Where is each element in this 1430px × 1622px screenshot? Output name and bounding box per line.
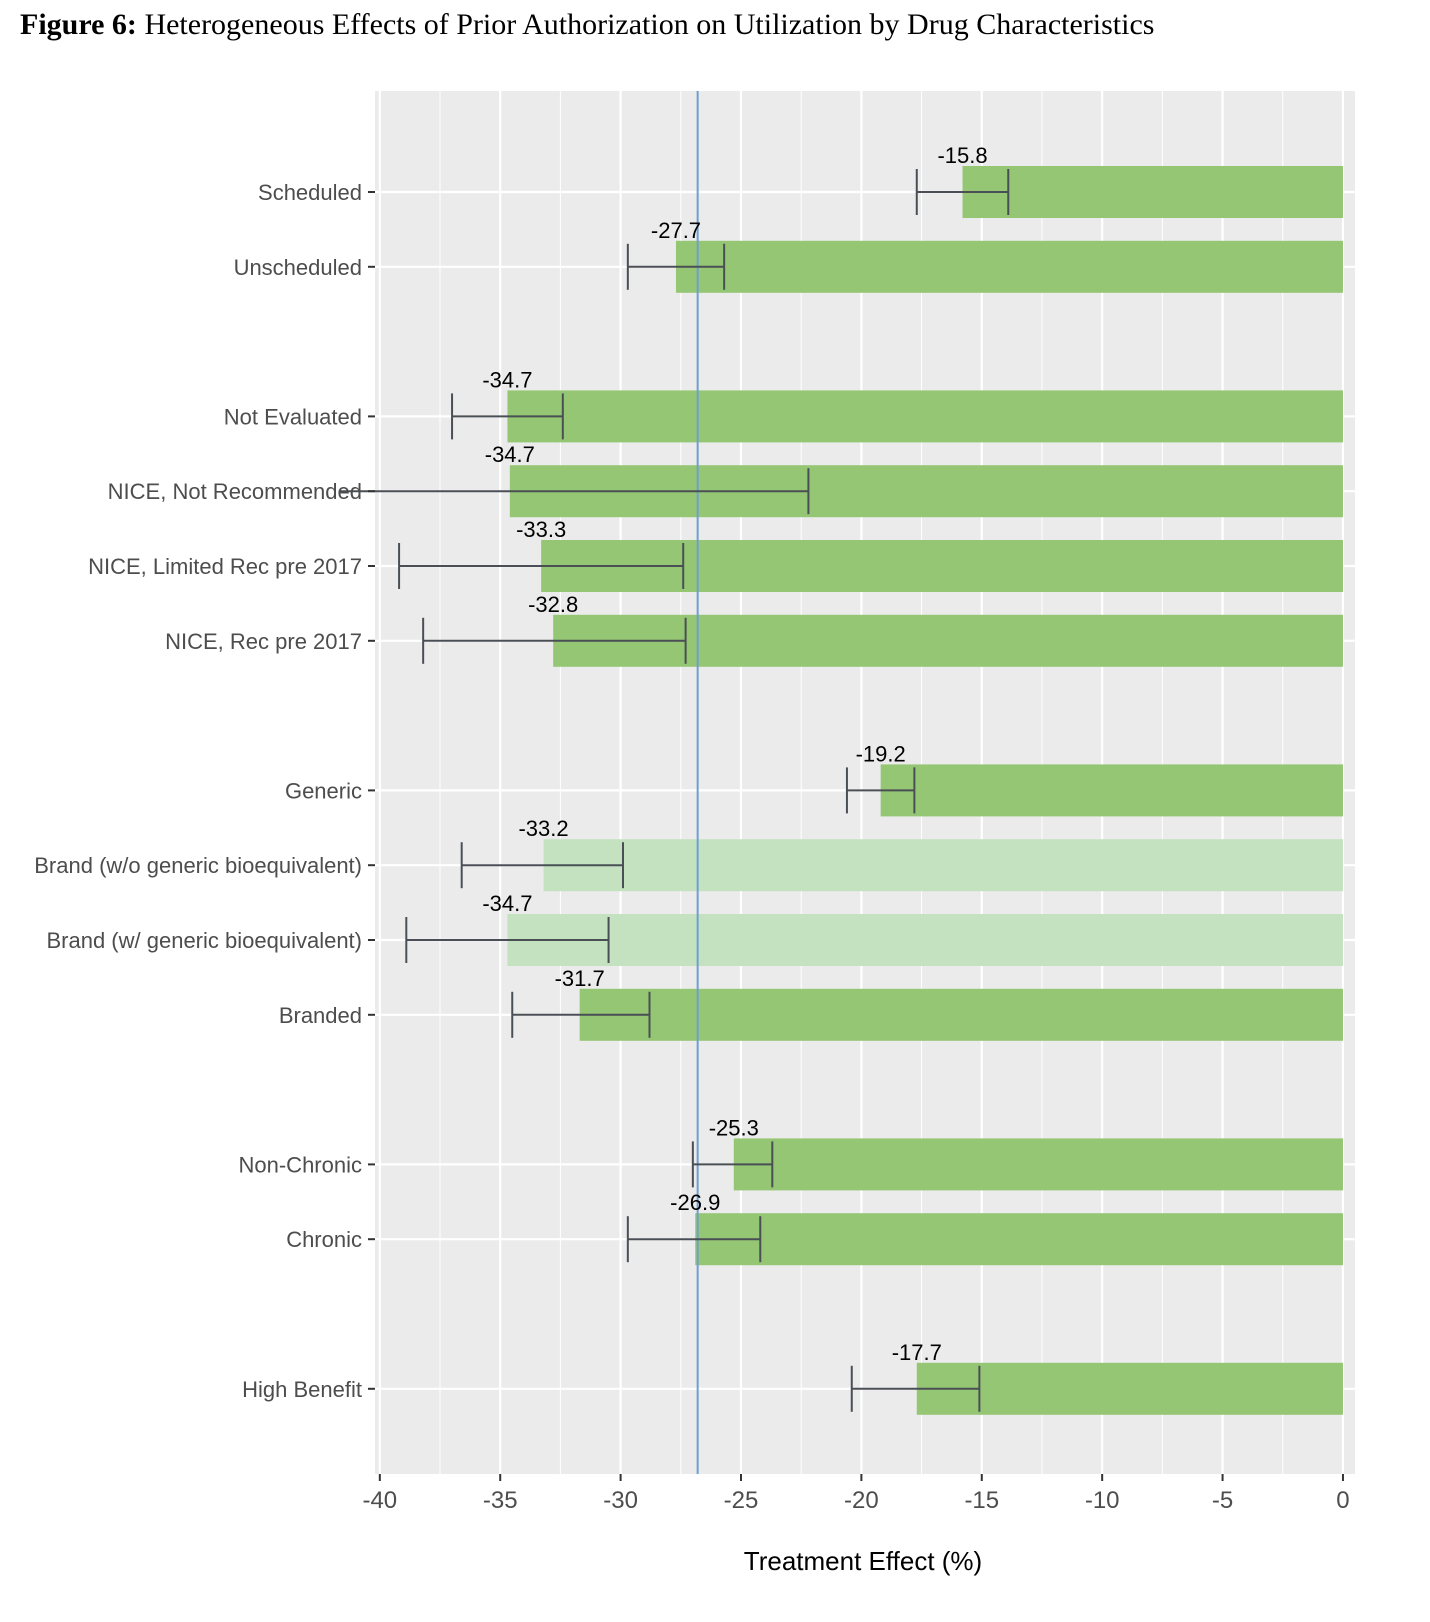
x-tick-label: -30 xyxy=(603,1487,638,1514)
x-tick-label: -40 xyxy=(362,1487,397,1514)
category-label: Unscheduled xyxy=(234,255,362,280)
x-tick-label: -5 xyxy=(1212,1487,1233,1514)
x-tick-label: -35 xyxy=(483,1487,518,1514)
category-label: Brand (w/ generic bioequivalent) xyxy=(46,928,362,953)
x-tick-label: -10 xyxy=(1085,1487,1120,1514)
value-label: -34.7 xyxy=(482,367,532,392)
x-axis-title: Treatment Effect (%) xyxy=(744,1546,982,1576)
bar xyxy=(695,1213,1343,1266)
x-tick-label: 0 xyxy=(1336,1487,1349,1514)
value-label: -25.3 xyxy=(709,1115,759,1140)
bar xyxy=(962,166,1343,218)
bar xyxy=(507,390,1343,443)
y-axis: Scheduled Unscheduled Not Evaluated NICE, N… xyxy=(34,180,375,1402)
category-label: NICE, Not Recommended xyxy=(108,479,362,504)
category-label: Generic xyxy=(285,778,362,803)
category-label: Brand (w/o generic bioequivalent) xyxy=(34,853,362,878)
category-label: Not Evaluated xyxy=(224,404,362,429)
value-label: -27.7 xyxy=(651,218,701,243)
figure-title: Figure 6: Heterogeneous Effects of Prior… xyxy=(20,8,1420,42)
category-label: Branded xyxy=(279,1003,362,1028)
figure-label: Figure 6: xyxy=(20,8,137,41)
category-label: Scheduled xyxy=(258,180,362,205)
value-labels-layer: -15.8 -27.7 -34.7 -34.7 -33.3 -32.8 -19.2 -33.2… xyxy=(482,143,987,1365)
x-axis: -40 -35 -30 -25 -20 -15 -10 -5 0 xyxy=(362,1474,1350,1514)
bar xyxy=(733,1138,1343,1191)
value-label: -33.3 xyxy=(516,517,566,542)
bar xyxy=(880,764,1343,817)
bar xyxy=(916,1362,1343,1415)
value-label: -26.9 xyxy=(670,1190,720,1215)
x-tick-label: -25 xyxy=(724,1487,759,1514)
x-tick-label: -20 xyxy=(844,1487,879,1514)
value-label: -31.7 xyxy=(555,966,605,991)
category-label: NICE, Limited Rec pre 2017 xyxy=(88,554,362,579)
value-label: -32.8 xyxy=(528,592,578,617)
value-label: -33.2 xyxy=(518,816,568,841)
x-tick-label: -15 xyxy=(964,1487,999,1514)
value-label: -34.7 xyxy=(485,442,535,467)
value-label: -15.8 xyxy=(937,143,987,168)
value-label: -34.7 xyxy=(482,891,532,916)
value-label: -17.7 xyxy=(892,1340,942,1365)
figure-title-text: Heterogeneous Effects of Prior Authoriza… xyxy=(144,8,1155,41)
bar xyxy=(543,839,1343,892)
value-label: -19.2 xyxy=(856,741,906,766)
bar xyxy=(579,988,1343,1041)
category-label: Non-Chronic xyxy=(239,1152,363,1177)
error-bars-layer xyxy=(338,169,1010,1412)
category-label: Chronic xyxy=(286,1227,362,1252)
bar xyxy=(675,240,1343,293)
category-label: NICE, Rec pre 2017 xyxy=(165,629,362,654)
bars-layer xyxy=(507,166,1343,1415)
category-label: High Benefit xyxy=(242,1377,362,1402)
bar xyxy=(507,914,1343,966)
